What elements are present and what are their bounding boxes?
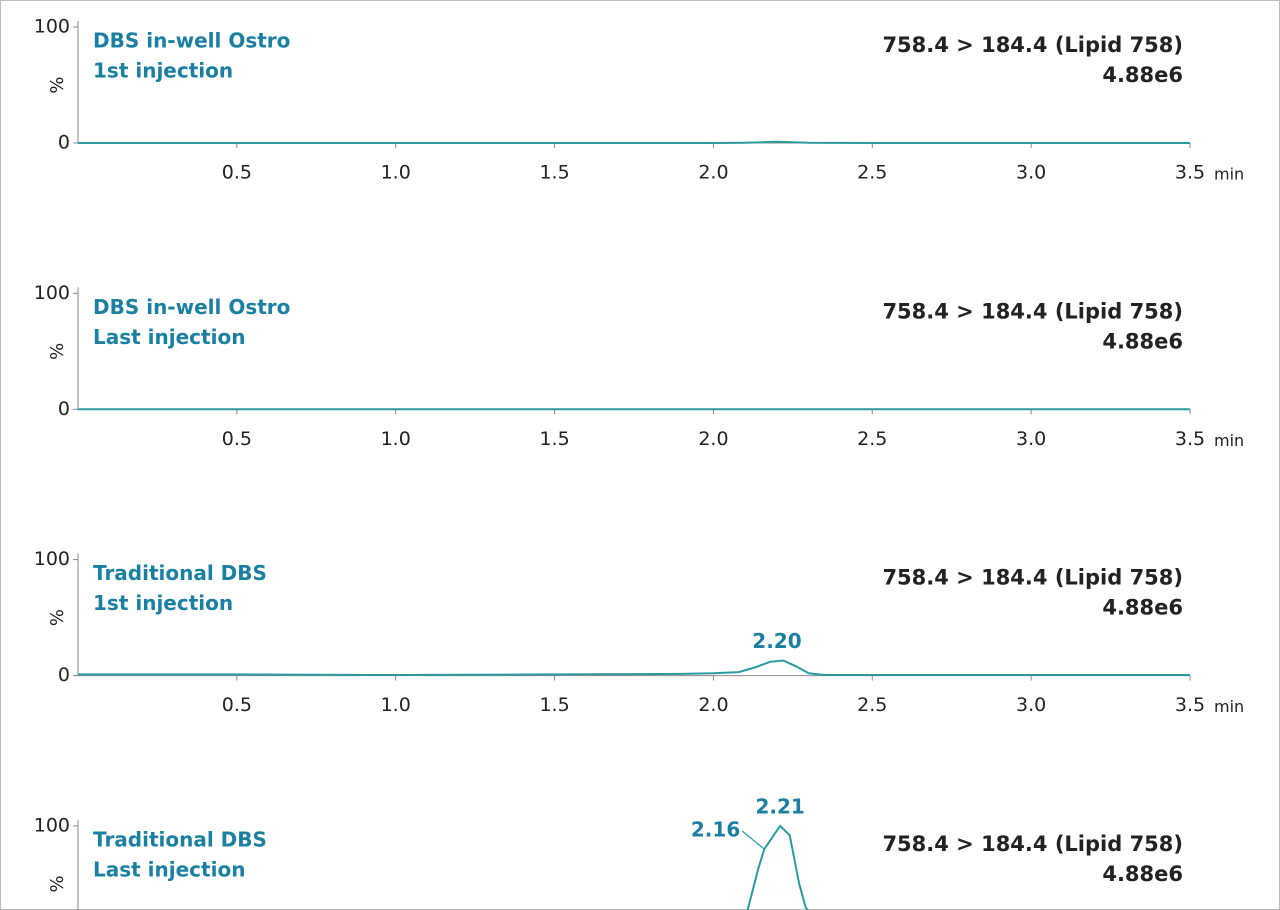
x-tick-label: 1.5 (539, 162, 569, 184)
trace (78, 659, 1190, 677)
y-tick-label: 100 (34, 814, 70, 836)
x-tick-label: 3.5 (1175, 694, 1205, 716)
y-tick-label: 100 (34, 282, 70, 304)
channel-info: 4.88e6 (1102, 862, 1183, 886)
panel-subtitle: 1st injection (93, 591, 233, 615)
y-axis-label: % (47, 343, 68, 360)
x-tick-label: 2.5 (857, 428, 887, 450)
x-tick-label: 3.5 (1175, 162, 1205, 184)
panel-title: Traditional DBS (93, 561, 267, 585)
x-tick-label: 1.0 (381, 694, 411, 716)
y-tick-label: 0 (58, 132, 70, 154)
peak-label: 2.16 (691, 818, 740, 842)
x-tick-label: 0.5 (222, 694, 252, 716)
channel-info: 758.4 > 184.4 (Lipid 758) (882, 566, 1183, 590)
panel-title: DBS in-well Ostro (93, 295, 290, 319)
trace (78, 140, 1190, 144)
x-tick-label: 2.0 (698, 162, 728, 184)
channel-info: 758.4 > 184.4 (Lipid 758) (882, 299, 1183, 323)
peak-label: 2.21 (755, 794, 804, 818)
x-tick-label: 2.0 (698, 694, 728, 716)
channel-info: 758.4 > 184.4 (Lipid 758) (882, 33, 1183, 57)
trace (746, 824, 809, 910)
y-tick-label: 100 (34, 548, 70, 570)
channel-info: 4.88e6 (1102, 329, 1183, 353)
panel-title: DBS in-well Ostro (93, 29, 290, 53)
x-axis-label: min (1214, 431, 1244, 450)
y-axis-label: % (47, 609, 68, 626)
x-tick-label: 2.5 (857, 162, 887, 184)
x-tick-label: 3.0 (1016, 428, 1046, 450)
x-axis-label: min (1214, 165, 1244, 184)
panel-subtitle: Last injection (93, 857, 245, 881)
x-tick-label: 1.0 (381, 428, 411, 450)
x-axis-label: min (1214, 697, 1244, 716)
x-tick-label: 0.5 (222, 162, 252, 184)
leader (741, 830, 765, 850)
x-tick-label: 1.5 (539, 428, 569, 450)
panel-title: Traditional DBS (93, 827, 267, 851)
peak-label: 2.20 (752, 629, 801, 653)
channel-info: 4.88e6 (1102, 63, 1183, 87)
channel-info: 758.4 > 184.4 (Lipid 758) (882, 832, 1183, 856)
panel-subtitle: Last injection (93, 325, 245, 349)
x-tick-label: 0.5 (222, 428, 252, 450)
x-tick-label: 1.0 (381, 162, 411, 184)
x-tick-label: 3.0 (1016, 162, 1046, 184)
x-tick-label: 3.5 (1175, 428, 1205, 450)
x-tick-label: 2.0 (698, 428, 728, 450)
y-tick-label: 0 (58, 664, 70, 686)
x-tick-label: 1.5 (539, 694, 569, 716)
x-tick-label: 3.0 (1016, 694, 1046, 716)
x-tick-label: 2.5 (857, 694, 887, 716)
y-axis-label: % (47, 76, 68, 93)
panel-subtitle: 1st injection (93, 59, 233, 83)
y-axis-label: % (47, 875, 68, 892)
y-tick-label: 100 (34, 16, 70, 38)
channel-info: 4.88e6 (1102, 596, 1183, 620)
y-tick-label: 0 (58, 398, 70, 420)
